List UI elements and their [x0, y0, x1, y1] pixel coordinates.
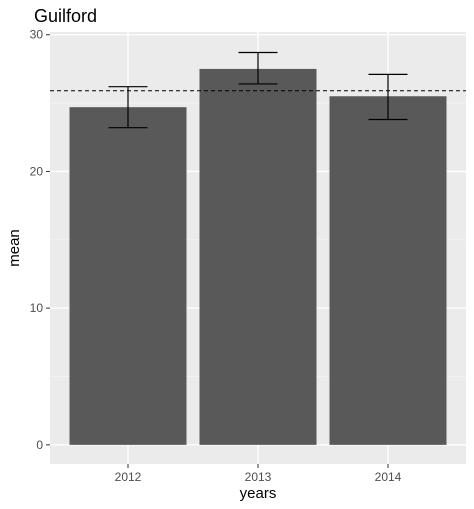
- bars: [69, 68, 447, 445]
- x-tick-label: 2012: [115, 470, 142, 484]
- chart-title: Guilford: [34, 6, 97, 26]
- y-tick-label: 30: [30, 28, 44, 42]
- y-axis-ticks: 0 10 20 30: [30, 28, 50, 452]
- x-tick-label: 2014: [375, 470, 402, 484]
- error-bar-2013: [238, 51, 278, 85]
- error-bar-2012: [108, 86, 148, 129]
- error-bars: [108, 51, 408, 129]
- y-tick-label: 10: [30, 301, 44, 315]
- x-axis-ticks: 2012 2013 2014: [115, 464, 402, 484]
- x-tick-label: 2013: [245, 470, 272, 484]
- bar-2012: [69, 107, 187, 445]
- error-bar-2014: [368, 73, 408, 121]
- y-tick-label: 20: [30, 164, 44, 178]
- bar-2014: [329, 96, 447, 445]
- y-axis-title: mean: [6, 229, 23, 267]
- y-tick-label: 0: [36, 438, 43, 452]
- x-axis-title: years: [240, 485, 277, 502]
- bar-2013: [199, 68, 317, 445]
